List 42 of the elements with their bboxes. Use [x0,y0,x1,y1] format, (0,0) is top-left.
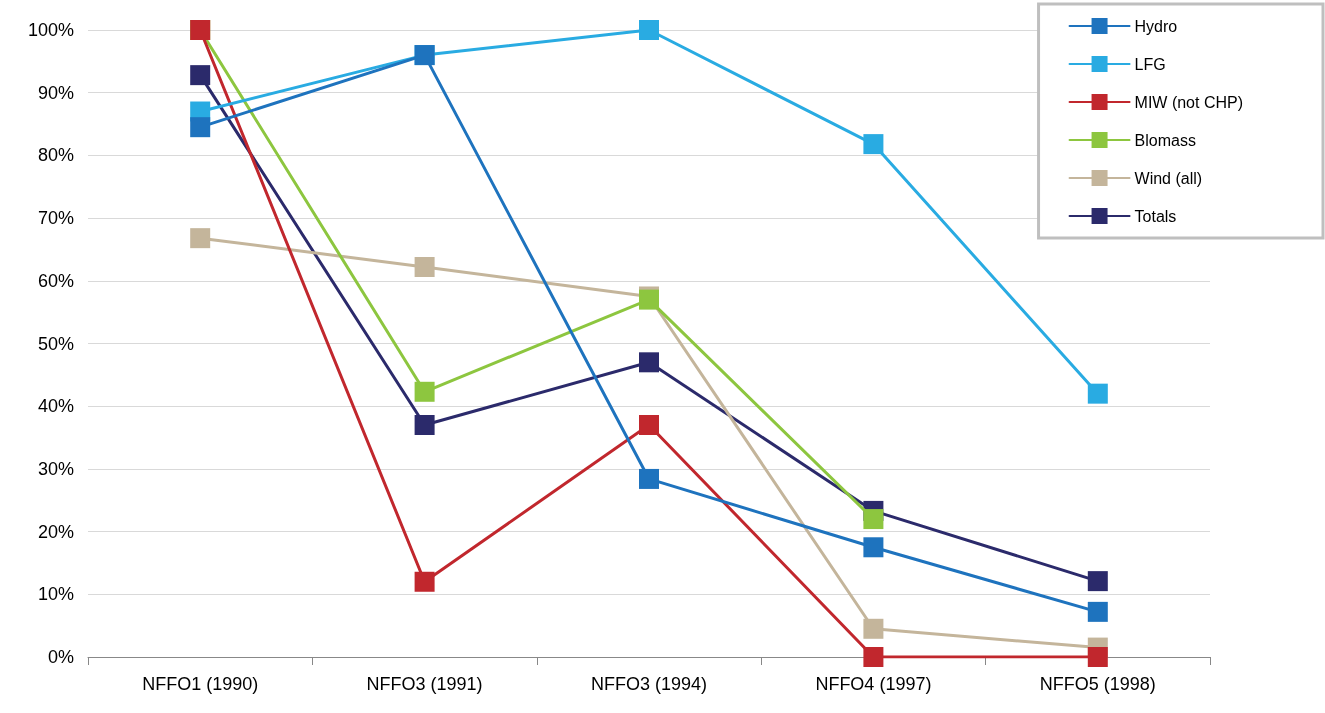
y-tick-label: 50% [37,333,74,354]
point [190,65,211,86]
point [863,537,884,558]
x-tick-label: NFFO5 (1998) [1039,674,1156,694]
x-tick-label: NFFO3 (1994) [590,674,708,694]
point [414,381,435,402]
x-tick-label: NFFO4 (1997) [815,674,932,694]
legend-label: Hydro [1134,17,1178,35]
y-tick-label: 0% [47,647,74,667]
y-tick-label: 90% [37,82,74,103]
point [863,134,884,155]
y-tick-label: 80% [37,145,74,166]
y-tick-label: 40% [37,396,74,417]
point [414,415,435,436]
y-tick-label: 20% [37,521,74,542]
y-tick-label: 10% [37,584,74,605]
point [190,117,211,138]
point [639,352,659,373]
point [414,571,435,592]
point [414,257,435,278]
point [1087,571,1108,592]
point [863,647,884,667]
legend-label: Wind (all) [1134,169,1203,187]
point [863,509,884,530]
legend-label: LFG [1134,55,1166,73]
point [639,415,659,436]
y-tick-label: 70% [37,208,74,229]
y-tick-label: 60% [37,270,74,291]
point [1087,647,1108,667]
x-tick-label: NFFO1 (1990) [142,674,259,694]
y-tick-label: 30% [37,458,74,479]
point [190,228,211,249]
y-tick-label: 100% [27,20,74,40]
x-tick-label: NFFO3 (1991) [366,674,483,694]
point [1087,383,1108,404]
legend-label: Totals [1134,207,1177,225]
legend-label: MIW (not CHP) [1134,93,1244,111]
point [639,468,659,489]
point [1087,601,1108,622]
point [639,20,659,40]
legend-label: Blomass [1134,131,1196,149]
point [863,618,884,639]
